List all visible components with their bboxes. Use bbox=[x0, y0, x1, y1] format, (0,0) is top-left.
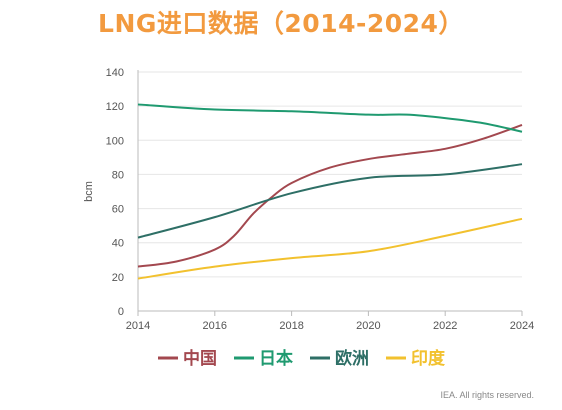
series-line-欧洲 bbox=[137, 163, 523, 239]
grid-lines bbox=[138, 71, 522, 278]
legend-label: 中国 bbox=[183, 348, 217, 369]
chart-title: LNG进口数据（2014-2024） bbox=[98, 9, 464, 38]
legend-label: 印度 bbox=[411, 348, 446, 369]
legend-label: 日本 bbox=[259, 348, 293, 369]
credit-text: IEA. All rights reserved. bbox=[440, 390, 534, 400]
x-tick-label: 2022 bbox=[433, 320, 457, 332]
legend-item: 印度 bbox=[386, 348, 446, 369]
series-line-印度 bbox=[137, 217, 523, 280]
y-axis-label: bcm bbox=[83, 181, 95, 202]
y-tick-label: 40 bbox=[112, 238, 124, 250]
x-tick-label: 2016 bbox=[203, 320, 227, 332]
y-tick-label: 120 bbox=[106, 101, 124, 113]
y-tick-label: 60 bbox=[112, 204, 124, 216]
x-tick-labels: 2014 2016 2018 2020 2022 2024 bbox=[126, 311, 534, 332]
x-tick-label: 2024 bbox=[510, 320, 534, 332]
series-line-中国 bbox=[137, 123, 523, 268]
y-tick-label: 0 bbox=[118, 306, 124, 318]
y-tick-label: 140 bbox=[106, 67, 124, 79]
x-tick-label: 2018 bbox=[279, 320, 303, 332]
axes bbox=[137, 70, 522, 312]
y-tick-label: 80 bbox=[112, 169, 124, 181]
legend-item: 日本 bbox=[234, 348, 293, 369]
x-tick-label: 2014 bbox=[126, 320, 150, 332]
legend-item: 中国 bbox=[158, 348, 217, 369]
legend-item: 欧洲 bbox=[310, 348, 369, 369]
y-tick-label: 100 bbox=[106, 135, 124, 147]
x-tick-label: 2020 bbox=[356, 320, 380, 332]
y-tick-label: 20 bbox=[112, 272, 124, 284]
series-lines bbox=[137, 103, 523, 280]
y-tick-labels: 0 20 40 60 80 100 120 140 bbox=[106, 67, 124, 318]
legend-label: 欧洲 bbox=[335, 348, 369, 369]
series-line-日本 bbox=[137, 103, 523, 133]
legend: 中国 日本 欧洲 印度 bbox=[158, 348, 446, 369]
